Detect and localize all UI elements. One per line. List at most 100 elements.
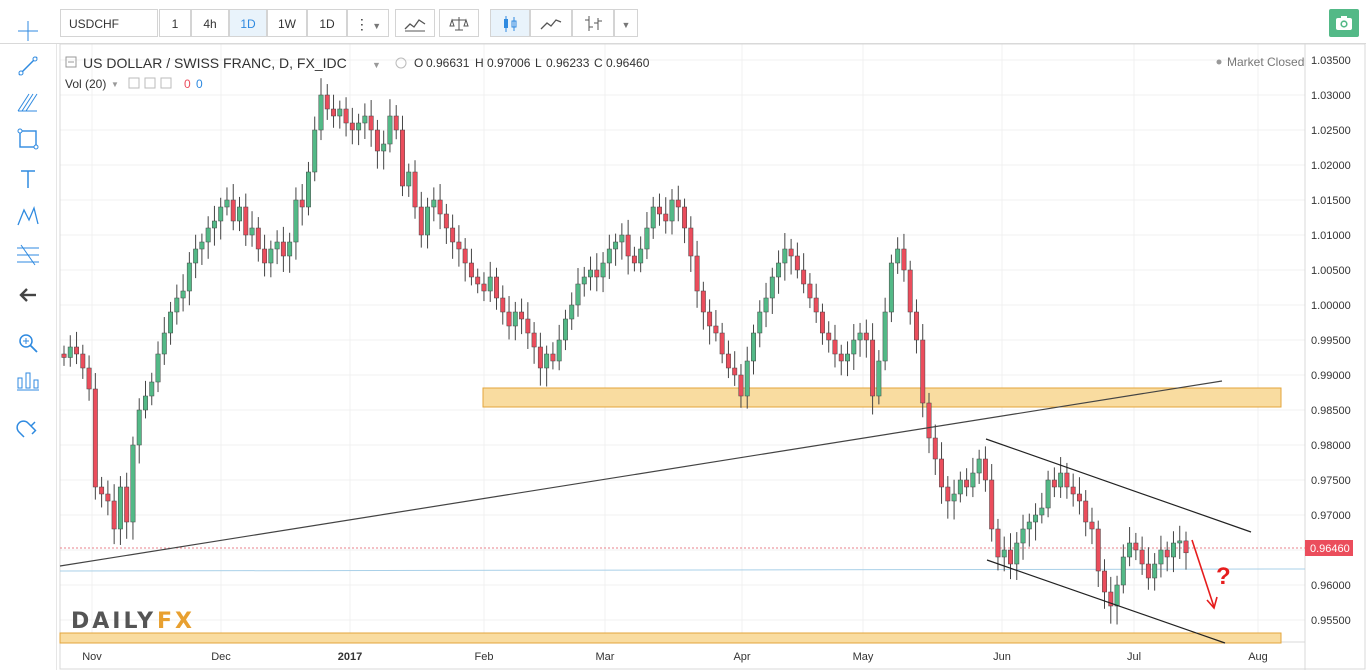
bars-style-button[interactable] xyxy=(572,9,614,37)
interval-menu-button[interactable]: ⋮ ▼ xyxy=(347,9,389,37)
tool-text[interactable] xyxy=(15,166,41,192)
candle-body xyxy=(1114,584,1120,607)
candle xyxy=(168,301,174,345)
channel-upper-line[interactable] xyxy=(985,438,1252,533)
candle xyxy=(1108,576,1114,624)
collapse-icon[interactable] xyxy=(65,56,77,68)
candle-body xyxy=(631,255,637,264)
candle-body xyxy=(1127,542,1133,558)
candle xyxy=(400,115,405,197)
chevron-down-icon: ▼ xyxy=(621,20,631,30)
candle xyxy=(757,300,763,348)
indicators-button[interactable] xyxy=(395,9,435,37)
candle-body xyxy=(638,248,644,264)
candle xyxy=(769,267,775,314)
candle xyxy=(970,457,976,498)
volume-label: Vol (20) xyxy=(65,77,106,91)
top-toolbar: USDCHF 1 4h 1D 1W 1D ⋮ ▼ ▼ xyxy=(0,0,1366,44)
candle-body xyxy=(1014,542,1020,565)
candle-body xyxy=(976,458,982,474)
low-value: 0.96233 xyxy=(546,56,590,70)
chart-style-menu-button[interactable]: ▼ xyxy=(614,9,638,37)
candle xyxy=(205,216,211,259)
candles-style-button[interactable] xyxy=(490,9,530,37)
candle-body xyxy=(794,255,800,271)
candle-body xyxy=(782,248,788,264)
candle xyxy=(600,252,606,293)
candle xyxy=(794,242,800,279)
price-axis: 1.03500 1.03000 1.02500 1.02000 1.01500 1.010… xyxy=(1311,55,1351,627)
candle-body xyxy=(111,500,117,530)
pattern-icon xyxy=(17,205,39,226)
price-chart[interactable]: ? 1.035001.030001.025001.020001.015001.0… xyxy=(59,44,1366,670)
legend: US DOLLAR / SWISS FRANC, D, FX_IDC ▼ O 0… xyxy=(65,55,1304,91)
candle xyxy=(512,301,518,341)
candle-body xyxy=(914,311,919,341)
chevron-down-icon[interactable]: ▼ xyxy=(372,60,381,70)
candle-body xyxy=(1139,549,1145,565)
candle xyxy=(581,266,587,297)
candle xyxy=(1183,531,1189,570)
candle-body xyxy=(356,122,362,131)
symbol-input[interactable]: USDCHF xyxy=(60,9,158,37)
ascending-trendline[interactable] xyxy=(59,380,1223,567)
candle-body xyxy=(418,206,424,236)
tool-pitchfork[interactable] xyxy=(15,89,41,115)
candle-body xyxy=(1102,570,1107,593)
more-vertical-icon: ⋮ xyxy=(354,16,369,32)
candle-body xyxy=(61,353,67,358)
tool-back[interactable] xyxy=(15,282,41,308)
settings-icon[interactable] xyxy=(128,77,140,89)
candle xyxy=(619,223,625,260)
candle xyxy=(832,324,838,368)
candle xyxy=(494,267,499,310)
interval-4h-button[interactable]: 4h xyxy=(191,9,229,37)
tool-trendline[interactable] xyxy=(15,53,41,79)
candle-body xyxy=(876,360,882,397)
time-tick-label: Dec xyxy=(211,651,231,663)
candle xyxy=(149,372,155,406)
candle xyxy=(450,214,456,259)
candle-body xyxy=(224,199,230,208)
candle xyxy=(249,211,255,247)
candle xyxy=(1145,547,1151,590)
candle-body xyxy=(512,311,518,327)
tool-rectangle[interactable] xyxy=(15,126,41,152)
open-label: O xyxy=(414,56,423,70)
tool-compare[interactable] xyxy=(15,368,41,394)
tool-magnet[interactable] xyxy=(15,417,41,443)
candle xyxy=(224,187,230,216)
candle xyxy=(863,319,869,358)
candle xyxy=(1058,457,1064,498)
candle-body xyxy=(588,269,593,278)
interval-1d-button[interactable]: 1D xyxy=(229,9,267,37)
chevron-down-icon[interactable]: ▼ xyxy=(111,80,119,89)
tool-pattern[interactable] xyxy=(15,204,41,230)
interval-1-button[interactable]: 1 xyxy=(159,9,191,37)
settings-icon[interactable] xyxy=(144,77,156,89)
price-tick-label: 1.03000 xyxy=(1311,90,1351,102)
candle xyxy=(625,219,631,275)
snapshot-button[interactable] xyxy=(1329,9,1359,37)
candle-body xyxy=(412,171,418,208)
tool-fibonacci[interactable] xyxy=(15,242,41,268)
channel-lower-line[interactable] xyxy=(986,559,1226,644)
close-icon[interactable] xyxy=(160,77,172,89)
interval-custom-button[interactable]: 1D xyxy=(307,9,347,37)
eye-icon[interactable] xyxy=(395,57,407,69)
candle-body xyxy=(1045,479,1051,509)
candle xyxy=(1039,492,1045,524)
interval-1w-button[interactable]: 1W xyxy=(267,9,307,37)
candle-body xyxy=(161,332,167,355)
candle xyxy=(412,160,418,219)
price-tick-label: 0.95500 xyxy=(1311,615,1351,627)
compare-button[interactable] xyxy=(439,9,479,37)
candle xyxy=(732,351,738,386)
candle-body xyxy=(732,367,738,376)
tool-zoom[interactable] xyxy=(15,330,41,356)
candle-body xyxy=(1083,500,1089,523)
candle xyxy=(870,323,876,415)
tool-crosshair[interactable] xyxy=(15,18,41,44)
indicators-icon xyxy=(404,19,426,32)
line-style-button[interactable] xyxy=(530,9,572,37)
